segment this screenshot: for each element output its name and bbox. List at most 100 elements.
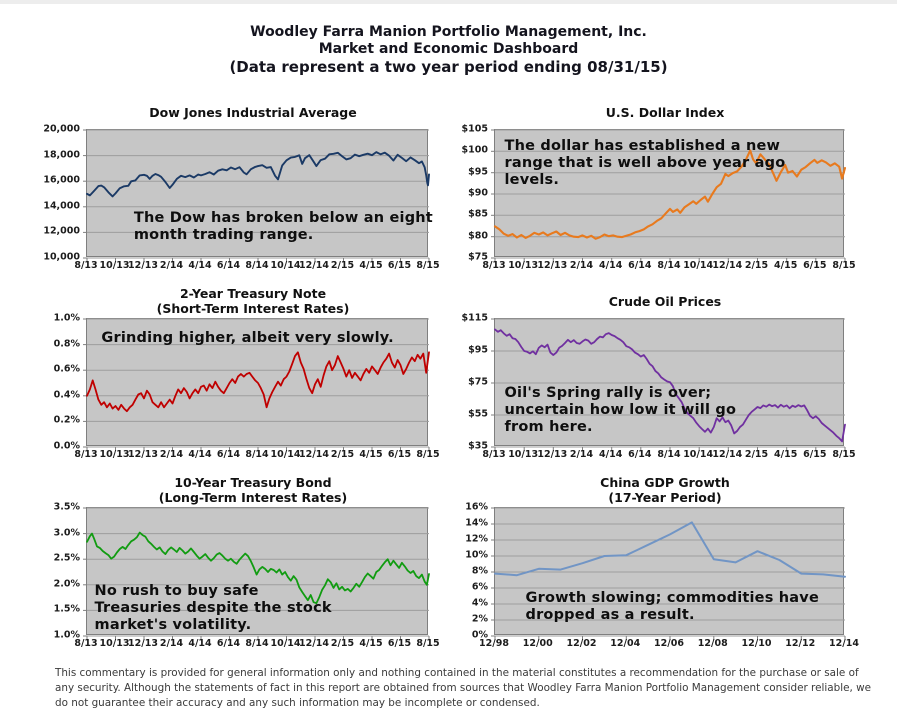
x-tick-label: 12/14 — [829, 638, 859, 649]
x-tick-label: 8/15 — [416, 449, 440, 460]
x-tick-label: 12/08 — [697, 638, 728, 649]
chart-title-line: 2-Year Treasury Note — [179, 286, 327, 301]
annotation-line: Growth slowing; commodities have — [525, 590, 819, 607]
x-tick-label: 4/14 — [599, 449, 623, 460]
y-tick-label: 4% — [471, 597, 488, 609]
y-tick-label: 6% — [471, 581, 488, 593]
dashboard-title: Market and Economic Dashboard — [318, 41, 579, 57]
x-tick-label: 6/14 — [628, 260, 652, 271]
disclaimer-text: This commentary is provided for general … — [55, 667, 871, 709]
chart-china-gdp-growth: China GDP Growth (17-Year Period) 16% 14%… — [442, 473, 859, 650]
x-tick-label: 6/14 — [216, 638, 241, 649]
annotation-line: Treasuries despite the stock — [94, 599, 332, 616]
x-tick-label: 2/14 — [569, 260, 594, 271]
annotation-line: Grinding higher, albeit very slowly. — [101, 329, 394, 346]
chart-title-line: (Long-Term Interest Rates) — [158, 490, 348, 505]
x-tick-label: 12/13 — [128, 449, 158, 460]
x-axis-labels: 8/13 10/13 12/13 2/14 4/14 6/14 8/14 10/14 12/14… — [74, 446, 439, 461]
data-series-line — [493, 149, 847, 240]
x-tick-label: 10/14 — [270, 260, 301, 271]
data-series-line — [86, 351, 430, 413]
x-tick-label: 12/14 — [299, 638, 329, 649]
y-tick-label: $80 — [468, 230, 488, 242]
chart-annotation: Growth slowing; commodities have dropped … — [526, 590, 819, 624]
chart-annotation: The Dow has broken below an eight month t… — [134, 210, 433, 244]
chart-crude-oil-prices: Crude Oil Prices $115 $95 $75 $55 $35 Oil's … — [442, 284, 856, 461]
x-tick-label: 12/14 — [712, 260, 743, 271]
plot-area — [491, 507, 846, 640]
charts-grid: Dow Jones Industrial Average 20,000 18,00… — [0, 95, 897, 650]
x-axis-labels: 8/13 10/13 12/13 2/14 4/14 6/14 8/14 10/14 12/14… — [74, 635, 439, 650]
chart-title-line: U.S. Dollar Index — [605, 104, 725, 120]
x-tick-label: 8/13 — [74, 260, 98, 271]
x-tick-label: 8/14 — [657, 449, 681, 460]
y-tick-label: 1.0% — [53, 312, 80, 324]
y-tick-label: 3.5% — [53, 501, 80, 513]
annotation-line: from here. — [504, 418, 593, 435]
chart-dow-jones: Dow Jones Industrial Average 20,000 18,00… — [34, 95, 439, 272]
chart-title-line: Crude Oil Prices — [608, 293, 722, 309]
chart-title: China GDP Growth (17-Year Period) — [442, 473, 848, 507]
x-tick-label: 12/06 — [654, 638, 684, 649]
x-tick-label: 8/13 — [74, 449, 98, 460]
x-tick-label: 4/15 — [774, 260, 798, 271]
x-axis-labels: 8/13 10/13 12/13 2/14 4/14 6/14 8/14 10/14 12/14… — [482, 257, 855, 272]
x-tick-label: 2/15 — [330, 638, 355, 649]
x-axis-labels: 12/98 12/00 12/02 12/04 12/06 12/08 12/10 12/12… — [479, 635, 859, 650]
y-tick-label: 0.6% — [53, 363, 80, 375]
x-axis-labels: 8/13 10/13 12/13 2/14 4/14 6/14 8/14 10/14 12/14… — [482, 446, 855, 461]
y-tick-label: $95 — [468, 344, 488, 356]
x-tick-label: 8/13 — [74, 638, 98, 649]
chart-title: 2-Year Treasury Note (Short-Term Interes… — [34, 284, 432, 318]
x-tick-label: 8/14 — [245, 260, 269, 271]
y-tick-label: 16% — [465, 501, 488, 513]
y-tick-label: $100 — [461, 144, 488, 156]
x-tick-label: 12/13 — [128, 638, 158, 649]
y-tick-label: $95 — [468, 166, 488, 178]
x-tick-label: 12/00 — [522, 638, 553, 649]
x-tick-label: 10/13 — [99, 260, 130, 271]
y-axis-labels: 3.5% 3.0% 2.5% 2.0% 1.5% 1.0% — [34, 502, 86, 641]
x-tick-label: 8/14 — [657, 260, 681, 271]
x-tick-label: 8/15 — [416, 638, 440, 649]
annotation-line: Oil's Spring rally is over; — [504, 384, 712, 401]
x-tick-label: 4/15 — [359, 449, 383, 460]
chart-10-year-treasury-bond: 10-Year Treasury Bond (Long-Term Interes… — [34, 473, 440, 650]
x-tick-label: 2/14 — [159, 449, 184, 460]
x-tick-label: 8/13 — [482, 260, 506, 271]
x-tick-label: 6/15 — [387, 638, 412, 649]
x-tick-label: 12/10 — [741, 638, 772, 649]
x-tick-label: 2/14 — [159, 638, 184, 649]
annotation-line: market's volatility. — [94, 616, 252, 633]
y-tick-label: $105 — [461, 123, 488, 135]
x-tick-label: 8/15 — [416, 260, 440, 271]
annotation-line: No rush to buy safe — [94, 582, 259, 599]
data-series-line — [86, 151, 430, 198]
chart-title-line: (17-Year Period) — [608, 490, 722, 505]
annotation-line: range that is well above year ago — [504, 154, 786, 171]
x-tick-label: 12/14 — [299, 260, 329, 271]
y-tick-label: $85 — [468, 208, 488, 220]
y-tick-label: 0.0% — [53, 440, 80, 452]
x-tick-label: 12/04 — [610, 638, 641, 649]
x-axis-labels: 8/13 10/13 12/13 2/14 4/14 6/14 8/14 10/14 12/14… — [74, 257, 439, 272]
annotation-line: dropped as a result. — [525, 607, 695, 624]
x-tick-label: 4/15 — [359, 638, 383, 649]
plot-area — [83, 507, 430, 640]
chart-title: U.S. Dollar Index — [442, 95, 848, 129]
chart-title-line: 10-Year Treasury Bond — [174, 475, 332, 490]
y-tick-label: 10% — [465, 549, 488, 561]
chart-annotation: No rush to buy safe Treasuries despite th… — [95, 583, 332, 634]
x-tick-label: 2/14 — [159, 260, 184, 271]
x-tick-label: 10/13 — [508, 260, 539, 271]
y-tick-label: 16,000 — [43, 174, 80, 186]
chart-title-line: (Short-Term Interest Rates) — [156, 301, 350, 316]
annotation-line: The Dow has broken below an eight — [133, 209, 433, 226]
x-tick-label: 6/14 — [216, 260, 241, 271]
x-tick-label: 4/14 — [188, 260, 212, 271]
chart-annotation: Grinding higher, albeit very slowly. — [101, 330, 393, 347]
data-series-line — [494, 328, 846, 443]
chart-title: Crude Oil Prices — [442, 284, 848, 318]
x-tick-label: 10/14 — [683, 260, 714, 271]
y-tick-label: 12,000 — [43, 225, 80, 237]
